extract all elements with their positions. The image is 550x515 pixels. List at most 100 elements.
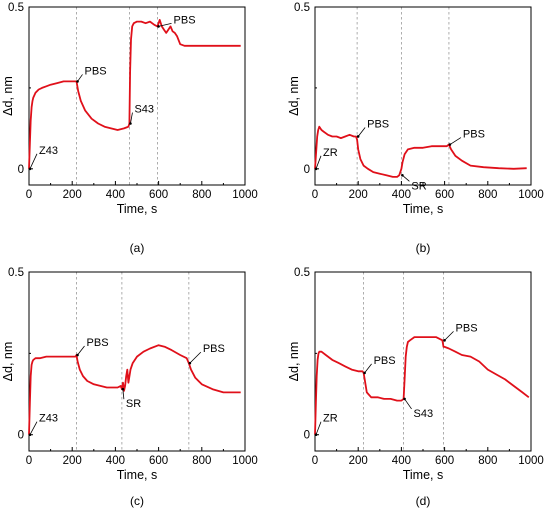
annotation-arrowhead	[121, 387, 125, 391]
y-tick-label: 0	[18, 164, 24, 176]
chart-panel-a: 0 200 400 600 800 1000 0 0.5 Time, s Δd, nm Z43 PBS…	[1, 2, 258, 255]
panel-label: (d)	[416, 494, 431, 508]
annotation-arrowhead	[76, 353, 79, 357]
annotation-label: S43	[414, 408, 434, 420]
y-axis-label: Δd, nm	[287, 342, 301, 382]
annotation-arrowhead	[28, 167, 32, 171]
panel-label: (b)	[416, 241, 431, 255]
plot-frame	[28, 271, 246, 452]
annotation-arrow	[29, 153, 38, 169]
annotation-arrow	[402, 174, 410, 182]
annotation-arrow	[444, 331, 454, 341]
panel-label: (a)	[130, 241, 145, 255]
annotation-arrow	[357, 127, 366, 137]
annotation-label: PBS	[174, 14, 196, 26]
annotation-label: Z43	[39, 413, 58, 425]
x-tick-label: 1000	[518, 189, 544, 201]
annotation-arrowhead	[188, 361, 192, 365]
x-tick-label: 800	[478, 189, 497, 201]
annotation-arrowhead	[356, 135, 360, 138]
x-tick-label: 600	[149, 189, 168, 201]
annotation-arrowhead	[314, 433, 318, 437]
x-tick-label: 1000	[232, 455, 258, 467]
y-axis-label: Δd, nm	[1, 342, 15, 382]
x-tick-label: 200	[349, 189, 368, 201]
chart-panel-d: 0 200 400 600 800 1000 0 0.5 Time, s Δd, nm ZR PBS S…	[287, 267, 544, 508]
plot-frame	[28, 6, 246, 186]
plot-frame	[314, 6, 532, 186]
annotation-label: ZR	[323, 413, 338, 425]
x-tick-label: 400	[392, 455, 411, 467]
x-axis-label: Time, s	[117, 202, 158, 216]
y-tick-label: 0.5	[8, 267, 24, 279]
x-tick-label: 0	[26, 455, 32, 467]
y-tick-label: 0	[304, 164, 310, 176]
annotation-arrowhead	[363, 371, 366, 375]
x-tick-label: 200	[349, 455, 368, 467]
annotation-arrowhead	[448, 143, 452, 146]
x-tick-label: 200	[63, 455, 82, 467]
panel-label: (c)	[130, 494, 144, 508]
annotation-label: PBS	[456, 322, 478, 334]
annotation-label: PBS	[367, 118, 389, 130]
data-series-line	[314, 336, 530, 435]
annotation-arrowhead	[314, 167, 318, 171]
annotation-arrow	[449, 137, 462, 145]
data-series-line	[314, 125, 527, 178]
x-tick-label: 600	[149, 455, 168, 467]
x-tick-label: 400	[106, 455, 125, 467]
x-tick-label: 800	[192, 189, 211, 201]
annotation-label: PBS	[203, 343, 225, 355]
x-tick-label: 600	[435, 455, 454, 467]
x-tick-label: 200	[63, 189, 82, 201]
annotation-label: ZR	[323, 147, 338, 159]
plot-frame	[314, 271, 532, 452]
chart-panel-c: 0 200 400 600 800 1000 0 0.5 Time, s Δd, nm Z43 PBS…	[1, 267, 258, 508]
x-tick-label: 1000	[518, 455, 544, 467]
x-tick-label: 0	[26, 189, 32, 201]
annotation-arrowhead	[76, 80, 79, 83]
x-tick-label: 600	[435, 189, 454, 201]
annotation-arrowhead	[403, 397, 406, 401]
annotation-label: PBS	[85, 65, 107, 77]
x-tick-label: 400	[392, 189, 411, 201]
data-series-line	[28, 19, 241, 169]
annotation-arrow	[77, 345, 85, 356]
x-tick-label: 0	[312, 455, 318, 467]
x-tick-label: 1000	[232, 189, 258, 201]
annotation-arrowhead	[157, 25, 160, 28]
annotation-arrow	[364, 363, 372, 374]
y-tick-label: 0.5	[294, 2, 310, 14]
x-tick-label: 800	[478, 455, 497, 467]
annotation-arrowhead	[401, 173, 404, 177]
annotation-label: SR	[411, 180, 426, 192]
data-series-line	[28, 344, 241, 435]
chart-panel-b: 0 200 400 600 800 1000 0 0.5 Time, s Δd, nm ZR PBS S…	[287, 2, 544, 255]
annotation-arrow	[158, 23, 172, 27]
annotation-arrowhead	[129, 122, 132, 125]
x-tick-label: 400	[106, 189, 125, 201]
y-axis-label: Δd, nm	[287, 76, 301, 116]
x-axis-label: Time, s	[403, 202, 444, 216]
x-axis-label: Time, s	[117, 468, 158, 482]
annotation-label: Z43	[39, 145, 58, 157]
annotation-arrow	[315, 155, 322, 169]
y-tick-label: 0	[304, 430, 310, 442]
annotation-label: PBS	[374, 355, 396, 367]
annotation-arrow	[189, 351, 202, 364]
annotation-label: PBS	[87, 337, 109, 349]
annotation-arrow	[130, 112, 133, 124]
x-axis-label: Time, s	[403, 468, 444, 482]
x-tick-label: 0	[312, 189, 318, 201]
y-tick-label: 0.5	[8, 2, 24, 14]
annotation-arrow	[29, 421, 38, 435]
annotation-arrowhead	[28, 433, 32, 437]
annotation-arrow	[315, 421, 322, 435]
x-tick-label: 800	[192, 455, 211, 467]
annotation-label: S43	[134, 104, 154, 116]
y-tick-label: 0	[18, 430, 24, 442]
annotation-arrow	[77, 74, 83, 82]
annotation-arrowhead	[443, 339, 446, 342]
annotation-label: PBS	[463, 129, 485, 141]
